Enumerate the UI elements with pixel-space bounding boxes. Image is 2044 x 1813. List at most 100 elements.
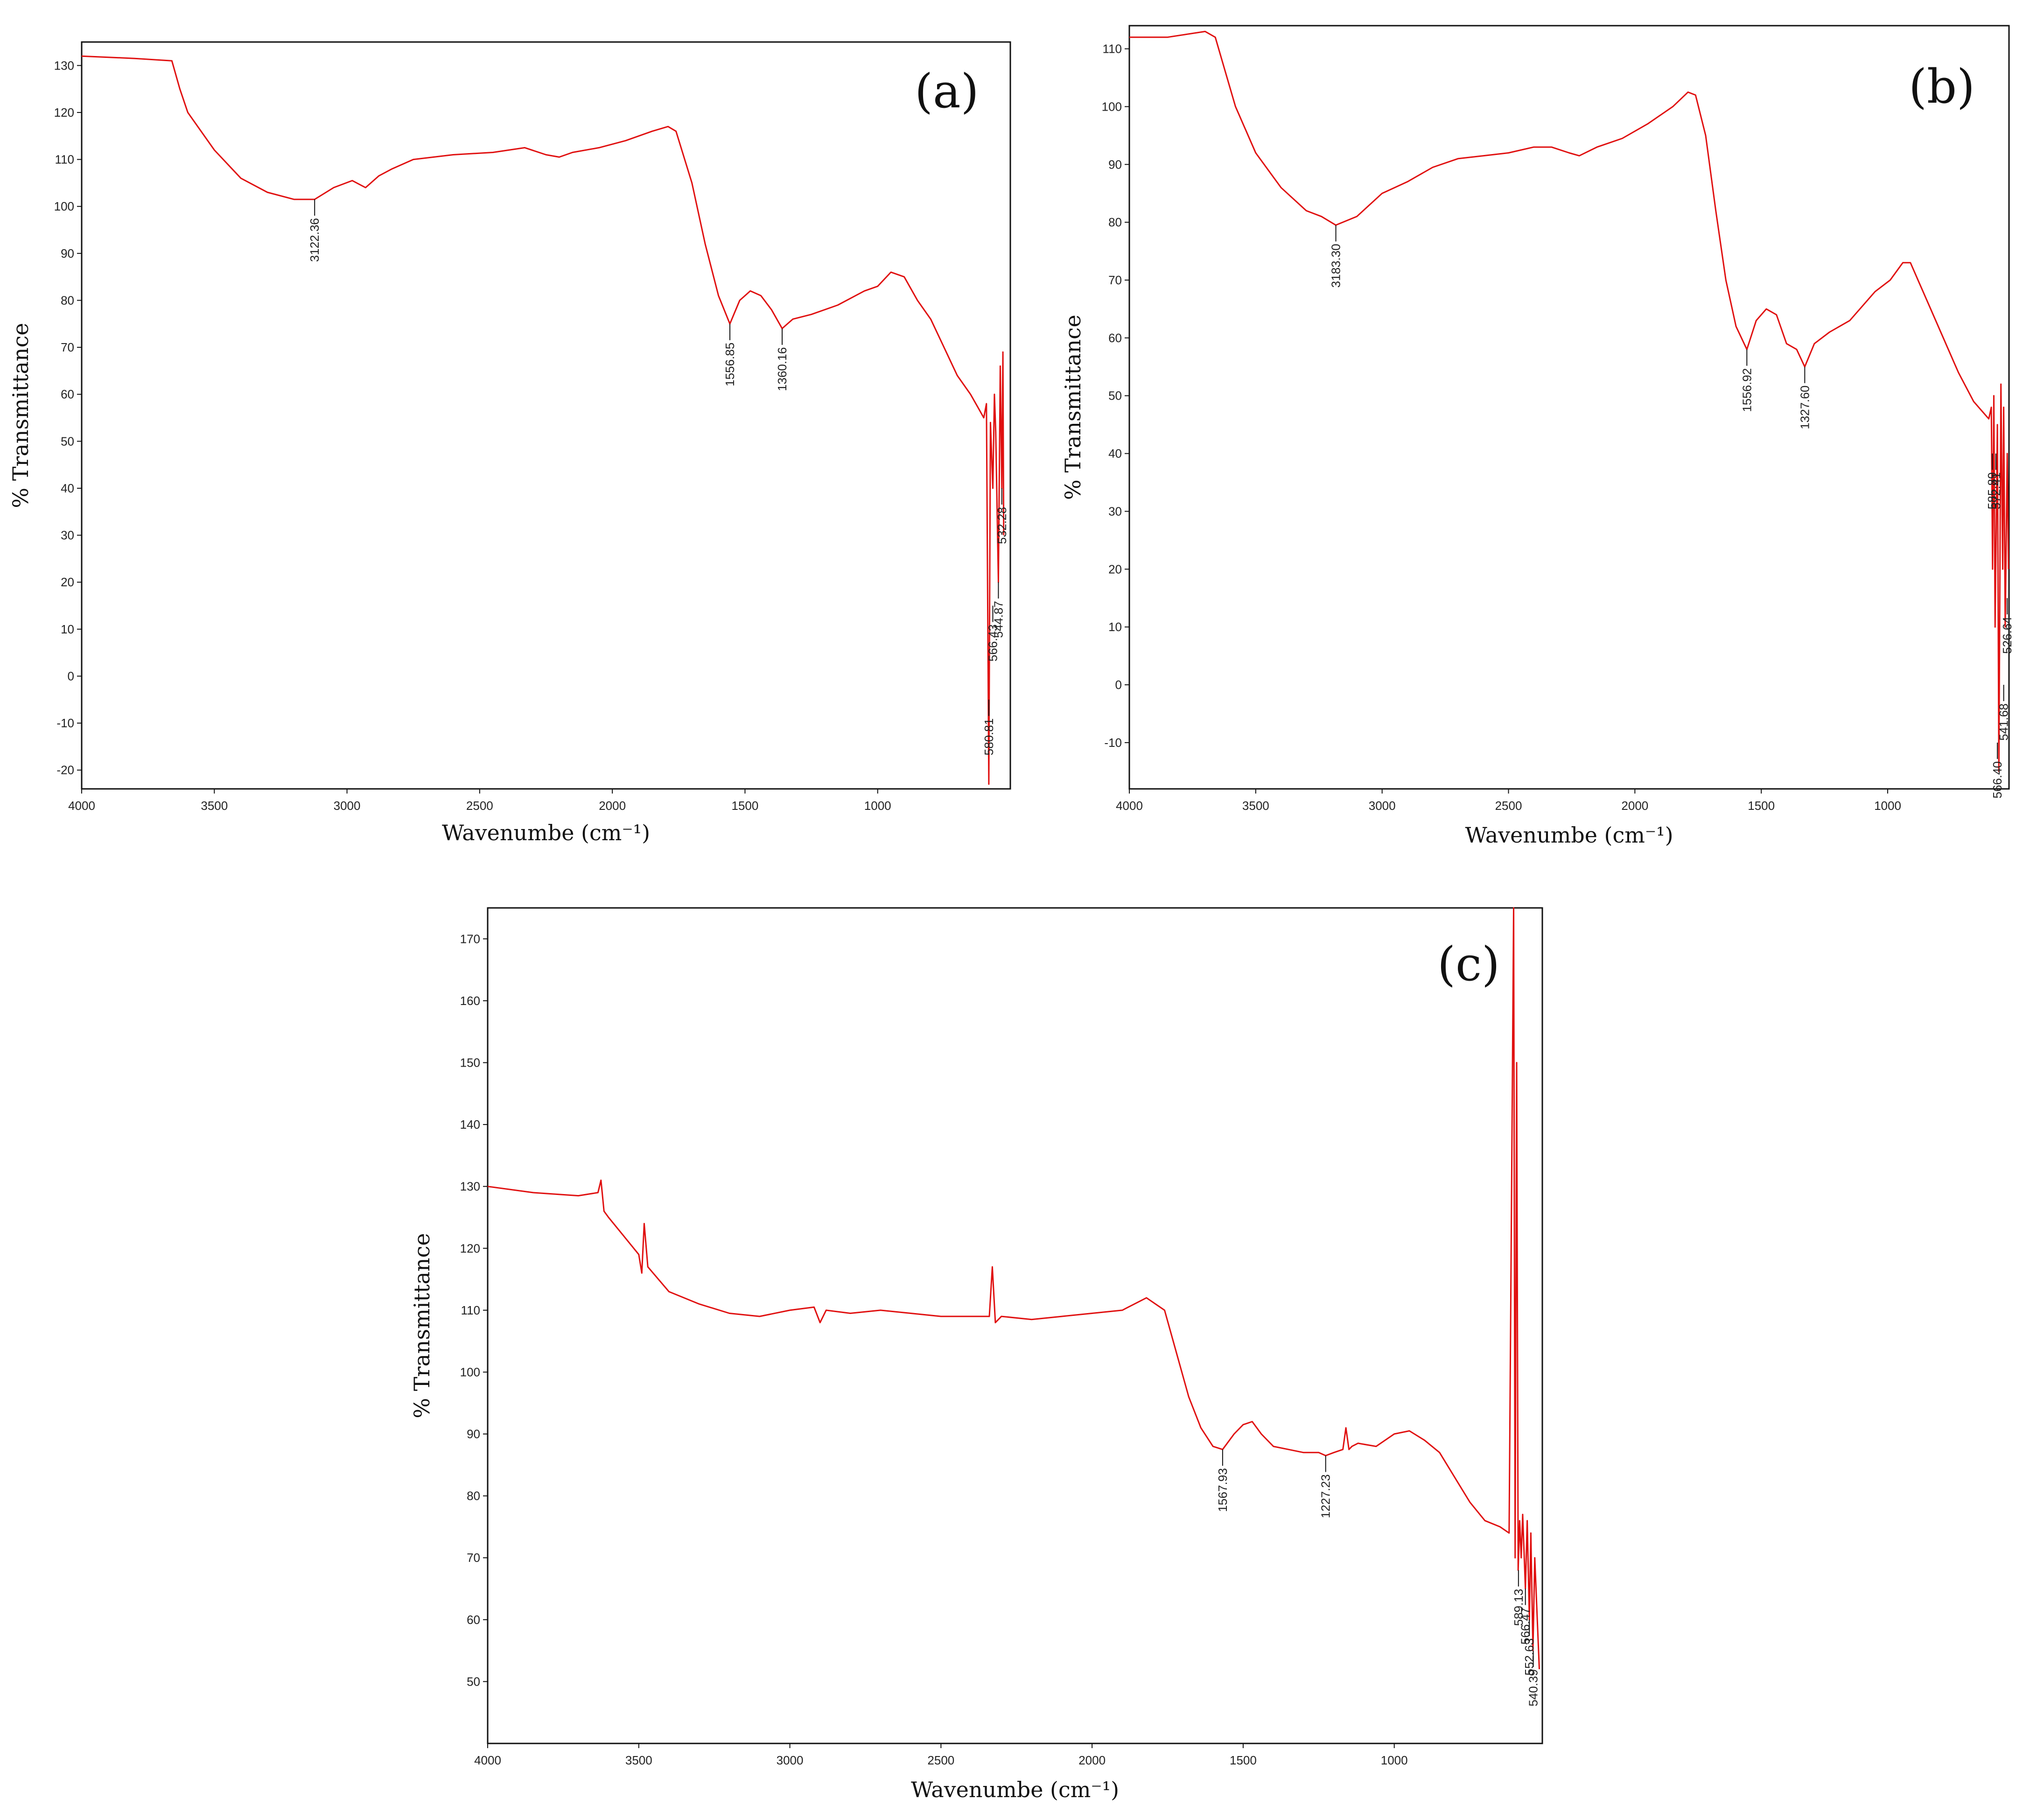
peak-label: 552.63 [1522,1638,1536,1676]
y-tick-label: -10 [1104,736,1122,750]
y-tick-label: -20 [56,763,74,777]
x-axis-label: Wavenumbe (cm⁻¹) [911,1777,1119,1802]
peak-label: 540.39 [1526,1669,1540,1707]
y-axis-label: % Transmittance [409,1233,434,1419]
y-tick-label: 130 [460,1180,480,1194]
y-axis-label: % Transmittance [8,323,33,508]
peak-label: 566.43 [986,625,1000,662]
y-tick-label: 160 [460,994,480,1008]
x-tick-label: 1000 [1381,1753,1408,1767]
panel-label: (b) [1909,59,1975,114]
panel-label: (c) [1437,937,1500,991]
y-tick-label: 30 [1108,504,1122,518]
peak-label: 3122.36 [308,218,322,262]
y-tick-label: 40 [1108,447,1122,461]
x-tick-label: 3000 [777,1753,804,1767]
y-axis-label: % Transmittance [1060,315,1085,500]
x-tick-label: 2500 [927,1753,954,1767]
y-tick-label: 80 [1108,215,1122,229]
y-tick-label: 70 [1108,273,1122,287]
peak-label: 566.40 [1990,761,2004,799]
x-tick-label: 4000 [474,1753,501,1767]
y-tick-label: 100 [460,1365,480,1379]
peak-label: 1227.23 [1319,1474,1333,1518]
spectrum-line [81,55,1005,785]
x-tick-label: 3500 [1242,799,1269,813]
peak-label: 1556.85 [723,343,737,386]
y-tick-label: 10 [1108,620,1122,634]
x-tick-label: 1500 [1748,799,1775,813]
panel-c: 4000 3500 3000 2500 2000 1500 1000 50 60 70 80 90 10… [409,907,1543,1802]
y-tick-label: 90 [61,246,74,260]
y-tick-label: 120 [54,105,74,119]
panel-a: 4000 3500 3000 2500 2000 1500 1000 -20 -10 0 10 20 3… [8,41,1011,845]
x-tick-label: 2000 [1621,799,1648,813]
panel-b: 4000 3500 3000 2500 2000 1500 1000 -10 0 10 20 30 40… [1060,25,2014,848]
peak-label: 1327.60 [1798,386,1812,429]
y-tick-label: 20 [61,575,74,589]
y-tick-label: 130 [54,58,74,72]
x-tick-label: 3500 [625,1753,652,1767]
y-tick-label: 0 [68,669,74,683]
x-tick-label: 1500 [1230,1753,1257,1767]
x-tick-label: 2500 [1495,799,1522,813]
peak-label: 532.28 [995,507,1009,544]
x-tick-label: 3000 [1369,799,1396,813]
x-tick-label: 4000 [68,799,95,813]
y-tick-label: 40 [61,481,74,495]
y-tick-label: 150 [460,1055,480,1069]
peak-label: 1360.16 [775,347,789,391]
peak-label: 1556.92 [1740,368,1754,412]
peak-label: 585.89 [1985,472,1999,510]
peak-label: 572.41 [1989,472,2003,510]
x-axis-label: Wavenumbe (cm⁻¹) [1465,822,1673,848]
y-tick-label: 110 [461,1303,480,1317]
panel-label: (a) [915,64,979,119]
y-tick-label: 100 [1102,99,1122,113]
y-tick-label: 10 [61,622,74,636]
y-tick-label: 0 [1115,678,1122,692]
spectrum-line [487,907,1540,1669]
y-tick-label: 70 [467,1551,480,1565]
x-tick-label: 1500 [732,799,759,813]
plot-frame [81,41,1011,790]
x-tick-label: 1000 [864,799,891,813]
y-tick-label: 110 [1103,42,1122,56]
peak-label: 566.47 [1519,1608,1533,1645]
y-tick-label: 120 [460,1241,480,1255]
peak-label: 3183.30 [1329,244,1343,288]
y-tick-label: 60 [61,387,74,401]
y-tick-label: 110 [55,153,74,167]
x-tick-label: 2500 [466,799,493,813]
x-tick-label: 3000 [334,799,361,813]
y-tick-label: 50 [61,434,74,448]
y-tick-label: 90 [1108,157,1122,171]
x-tick-label: 2000 [1078,1753,1106,1767]
peak-label: 580.81 [982,718,996,756]
y-tick-label: 140 [460,1117,480,1131]
peak-label: 1567.93 [1216,1468,1230,1512]
y-tick-label: 60 [467,1613,480,1627]
x-tick-label: 1000 [1874,799,1901,813]
x-tick-label: 3500 [201,799,228,813]
y-tick-label: 90 [467,1427,480,1441]
x-tick-label: 4000 [1116,799,1143,813]
y-tick-label: 30 [61,528,74,542]
y-tick-label: 80 [61,293,74,307]
peak-label: 589.13 [1512,1589,1526,1626]
x-axis-label: Wavenumbe (cm⁻¹) [442,820,650,845]
y-tick-label: 50 [467,1674,480,1688]
plot-frame [1128,25,2010,790]
y-tick-label: 70 [61,340,74,354]
y-tick-label: 100 [54,199,74,213]
y-tick-label: 50 [1108,389,1122,403]
y-tick-label: 80 [467,1489,480,1503]
spectrum-line [1129,30,2009,773]
y-tick-label: 170 [460,932,480,946]
y-tick-label: -10 [56,716,74,730]
x-tick-label: 2000 [599,799,626,813]
peak-label: 541.68 [1997,703,2011,741]
y-tick-label: 60 [1108,331,1122,345]
peak-label: 544.87 [991,601,1005,638]
